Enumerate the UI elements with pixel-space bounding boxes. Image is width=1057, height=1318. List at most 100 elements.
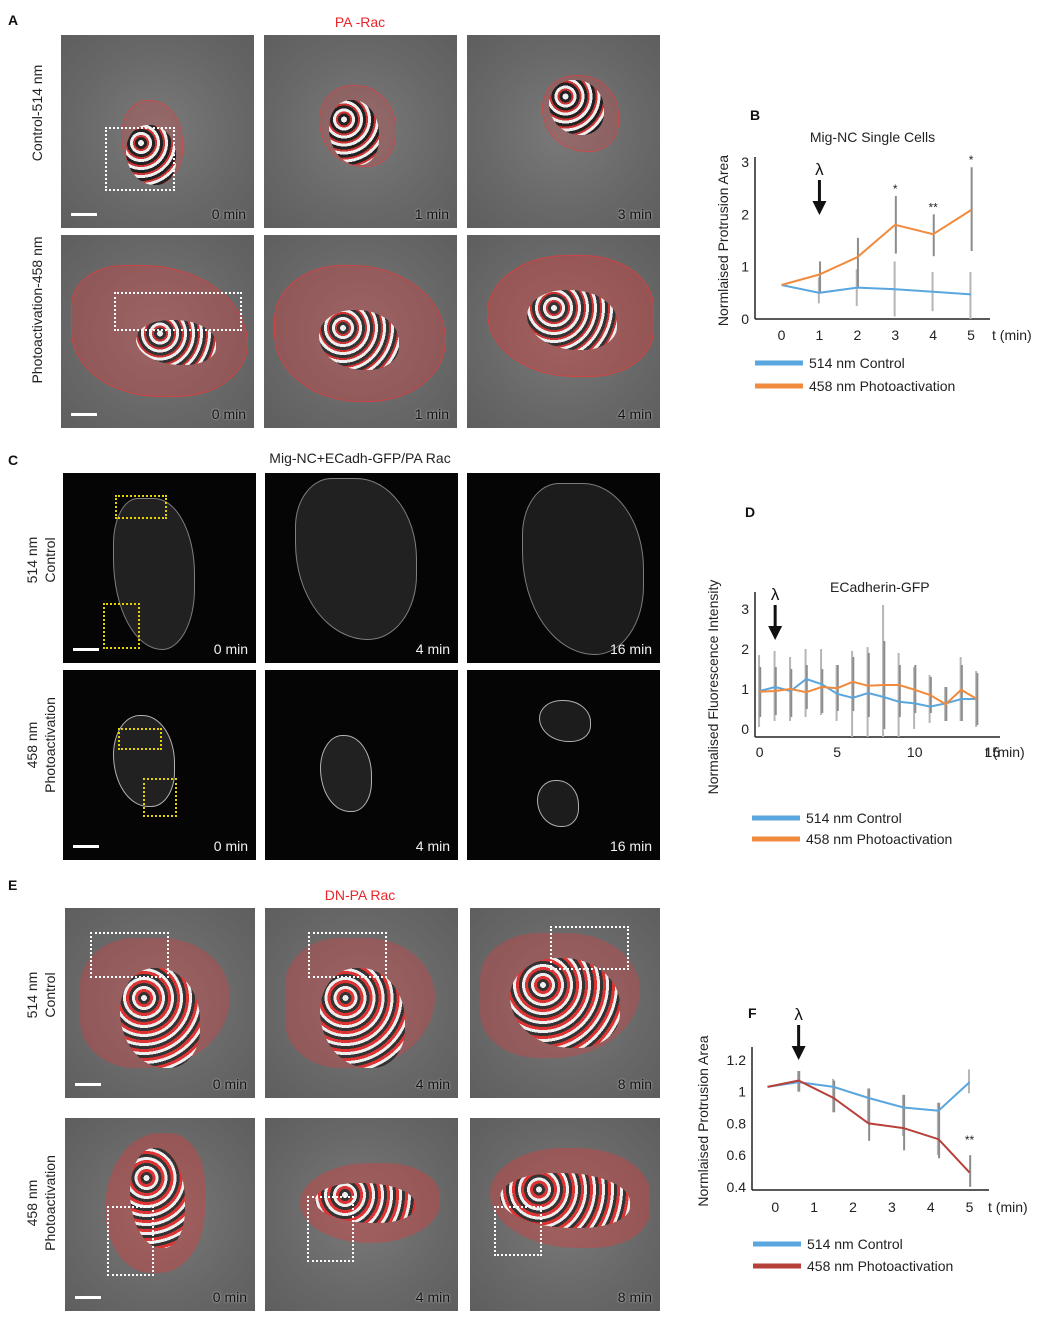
- panel-e-title: DN-PA Rac: [324, 887, 396, 903]
- panel-letter-c: C: [8, 452, 19, 468]
- y-axis-label: Normlaised Protrusion Area: [715, 155, 731, 326]
- scale-bar: [73, 648, 99, 651]
- series-line-photoactivation: [781, 209, 972, 286]
- timestamp: 16 min: [609, 641, 652, 657]
- x-tick-label: 3: [888, 1199, 896, 1215]
- micrograph-c-control-t4: 4 min: [265, 473, 458, 663]
- timestamp: 3 min: [617, 206, 652, 222]
- micrograph-e-photo-t0: 0 min: [65, 1118, 255, 1311]
- micrograph-e-control-t4: 4 min: [265, 908, 458, 1098]
- roi-box: [494, 1206, 542, 1256]
- x-tick-label: 3: [891, 327, 899, 343]
- scale-bar: [75, 1083, 101, 1086]
- panel-a-title: PA -Rac: [334, 14, 386, 30]
- y-tick-label: 3: [741, 601, 749, 617]
- roi-box: [90, 932, 169, 978]
- y-tick-label: 0.8: [727, 1115, 747, 1131]
- y-tick-label: 0.4: [727, 1179, 747, 1195]
- micrograph-e-control-t8: 8 min: [470, 908, 660, 1098]
- y-tick-label: 0: [741, 311, 749, 327]
- legend-label: 514 nm Control: [807, 1236, 903, 1252]
- significance-marker: *: [893, 182, 898, 196]
- arrow-down-icon: [791, 1046, 806, 1060]
- y-tick-label: 1.2: [727, 1052, 747, 1068]
- legend-label: 458 nm Photoactivation: [806, 831, 952, 847]
- roi-box: [107, 1206, 154, 1276]
- x-tick-label: 0: [778, 327, 786, 343]
- micrograph-a-control-t0: 0 min: [61, 35, 254, 228]
- micrograph-c-photo-t4: 4 min: [265, 670, 458, 860]
- y-tick-label: 3: [741, 154, 749, 170]
- timestamp: 0 min: [213, 838, 248, 854]
- timestamp: 0 min: [213, 641, 248, 657]
- timestamp: 4 min: [415, 1289, 450, 1305]
- timestamp: 0 min: [212, 1289, 247, 1305]
- micrograph-c-control-t16: 16 min: [467, 473, 660, 663]
- row-label-a-control: Control-514 nm: [29, 64, 45, 162]
- roi-box: [114, 292, 242, 331]
- row-label-e-control: 514 nm Control: [24, 971, 58, 1019]
- y-tick-label: 0: [741, 721, 749, 737]
- panel-letter-e: E: [8, 877, 18, 893]
- arrow-down-icon: [812, 201, 827, 215]
- roi-box: [143, 778, 177, 817]
- micrograph-e-photo-t8: 8 min: [470, 1118, 660, 1311]
- roi-box: [115, 495, 167, 519]
- y-tick-label: 1: [741, 259, 749, 275]
- roi-box: [550, 926, 629, 970]
- x-axis-label: t (min): [988, 1199, 1028, 1215]
- timestamp: 4 min: [415, 1076, 450, 1092]
- legend-label: 458 nm Photoactivation: [809, 378, 955, 394]
- micrograph-a-photo-t1: 1 min: [264, 235, 457, 428]
- x-tick-label: 4: [927, 1199, 935, 1215]
- timestamp: 4 min: [415, 838, 450, 854]
- x-axis-label: t (min): [992, 327, 1032, 343]
- timestamp: 8 min: [617, 1289, 652, 1305]
- lambda-symbol: λ: [771, 585, 780, 604]
- timestamp: 1 min: [414, 206, 449, 222]
- micrograph-c-photo-t16: 16 min: [467, 670, 660, 860]
- x-tick-label: 0: [756, 744, 764, 760]
- series-line-control: [767, 1081, 971, 1112]
- legend-label: 458 nm Photoactivation: [807, 1258, 953, 1274]
- x-tick-label: 15: [984, 744, 1000, 760]
- legend-label: 514 nm Control: [809, 355, 905, 371]
- panel-c-title: Mig-NC+ECadh-GFP/PA Rac: [269, 450, 451, 466]
- timestamp: 1 min: [414, 406, 449, 422]
- timestamp: 0 min: [211, 406, 246, 422]
- series-line-photoactivation: [759, 680, 978, 706]
- arrow-down-icon: [768, 626, 783, 640]
- timestamp: 0 min: [212, 1076, 247, 1092]
- chart-f: F Normlaised Protrusion Area 0.4 0.6 0.8 1 1.2…: [695, 1005, 1028, 1274]
- y-axis-label: Normalised Fluorescence Intensity: [705, 580, 721, 795]
- timestamp: 4 min: [617, 406, 652, 422]
- y-axis-label: Normlaised Protrusion Area: [695, 1035, 711, 1206]
- legend-label: 514 nm Control: [806, 810, 902, 826]
- chart-b: B Mig-NC Single Cells Normlaised Protrusio…: [715, 107, 1032, 394]
- micrograph-a-photo-t0: 0 min: [61, 235, 254, 428]
- x-tick-label: 1: [816, 327, 824, 343]
- significance-marker: **: [965, 1133, 975, 1147]
- scale-bar: [71, 213, 97, 216]
- panel-letter-a: A: [8, 12, 19, 28]
- y-tick-label: 2: [741, 641, 749, 657]
- panel-letter: D: [745, 505, 755, 520]
- scale-bar: [71, 413, 97, 416]
- x-tick-label: 0: [771, 1199, 779, 1215]
- y-tick-label: 2: [741, 206, 749, 222]
- micrograph-e-control-t0: 0 min: [65, 908, 255, 1098]
- timestamp: 8 min: [617, 1076, 652, 1092]
- chart-title: ECadherin-GFP: [830, 579, 930, 595]
- micrograph-a-control-t1: 1 min: [264, 35, 457, 228]
- x-tick-label: 5: [833, 744, 841, 760]
- micrograph-a-control-t3: 3 min: [467, 35, 660, 228]
- series-line-control: [781, 284, 972, 296]
- x-tick-label: 5: [967, 327, 975, 343]
- significance-marker: **: [928, 200, 938, 214]
- scale-bar: [75, 1296, 101, 1299]
- roi-box: [307, 1196, 354, 1262]
- timestamp: 16 min: [609, 838, 652, 854]
- x-tick-label: 4: [929, 327, 937, 343]
- panel-letter: F: [748, 1005, 757, 1021]
- micrograph-c-photo-t0: 0 min: [63, 670, 256, 860]
